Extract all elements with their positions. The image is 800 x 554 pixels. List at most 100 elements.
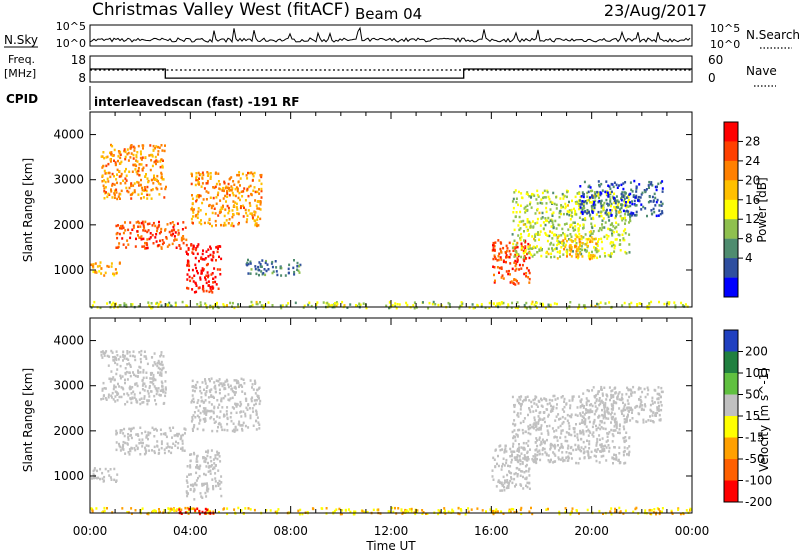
power-cell	[149, 232, 152, 235]
velocity-cell	[656, 392, 659, 396]
power-cell	[223, 189, 225, 193]
power-cell	[615, 213, 618, 216]
velocity-cell	[152, 364, 155, 367]
power-cell	[139, 150, 142, 153]
power-cell	[607, 215, 610, 219]
velocity-cell	[155, 402, 158, 406]
power-cell	[152, 148, 155, 152]
velocity-cell	[491, 475, 494, 478]
power-cell	[252, 174, 255, 178]
power-cell	[243, 206, 245, 209]
velocity-cell	[685, 509, 688, 512]
velocity-colorbar-swatch	[724, 459, 738, 481]
velocity-cell	[254, 382, 257, 385]
power-cell	[650, 300, 653, 304]
power-cell	[249, 272, 252, 275]
power-cell	[633, 199, 636, 203]
power-cell	[249, 204, 252, 207]
velocity-cell	[206, 451, 209, 454]
power-cell	[231, 209, 234, 212]
power-cell	[530, 194, 533, 198]
power-cell	[528, 281, 531, 284]
power-colorbar-tick-label: 4	[745, 251, 753, 265]
power-cell	[560, 206, 563, 209]
power-cell	[505, 249, 508, 253]
velocity-cell	[524, 398, 527, 402]
power-cell	[136, 151, 139, 154]
velocity-cell	[165, 435, 168, 439]
power-cell	[562, 244, 565, 247]
power-cell	[362, 302, 365, 305]
velocity-cell	[608, 450, 611, 453]
power-cell	[130, 152, 133, 155]
velocity-cell	[583, 405, 585, 408]
power-cell	[625, 252, 628, 255]
power-cell	[564, 243, 567, 247]
velocity-colorbar-tick-label: -100	[745, 474, 772, 488]
velocity-cell	[555, 406, 558, 410]
power-cell	[551, 249, 554, 252]
velocity-cell	[241, 424, 244, 427]
power-cell	[170, 304, 173, 308]
power-cell	[532, 225, 535, 228]
power-cell	[123, 148, 126, 151]
power-cell	[639, 196, 642, 199]
power-cell	[143, 226, 146, 230]
velocity-cell	[582, 392, 585, 395]
velocity-cell	[532, 458, 535, 462]
velocity-cell	[180, 447, 182, 450]
velocity-cell	[579, 412, 582, 415]
velocity-cell	[568, 424, 571, 428]
power-cell	[507, 305, 510, 308]
velocity-cell	[460, 509, 463, 512]
velocity-cell	[546, 429, 549, 432]
velocity-cell	[206, 409, 209, 412]
velocity-cell	[120, 429, 123, 432]
power-cell	[207, 255, 210, 258]
power-cell	[127, 243, 130, 246]
velocity-cell	[209, 417, 212, 420]
velocity-cell	[210, 394, 213, 397]
velocity-cell	[126, 363, 129, 366]
power-cell	[156, 187, 159, 191]
velocity-cell	[134, 374, 137, 378]
velocity-cell	[171, 436, 173, 439]
velocity-cell	[191, 483, 194, 486]
power-cell	[516, 257, 519, 260]
velocity-cell	[203, 412, 206, 415]
power-cell	[157, 150, 160, 153]
power-cell	[142, 225, 145, 228]
power-cell	[604, 190, 607, 194]
velocity-cell	[209, 469, 212, 472]
power-cell	[628, 251, 631, 254]
velocity-cell	[408, 508, 411, 511]
power-cell	[145, 164, 148, 167]
power-cell	[645, 188, 648, 191]
velocity-cell	[620, 409, 623, 413]
velocity-cell	[518, 443, 520, 446]
velocity-cell	[113, 384, 116, 387]
velocity-cell	[536, 439, 538, 442]
power-cell	[359, 303, 362, 306]
velocity-cell	[188, 473, 190, 476]
power-cell	[656, 198, 659, 202]
power-cell	[132, 153, 135, 157]
power-cell	[299, 263, 302, 267]
power-cell	[550, 225, 553, 228]
power-cell	[505, 270, 508, 273]
power-cell	[307, 303, 310, 307]
velocity-cell	[113, 386, 116, 389]
power-cell	[618, 211, 621, 214]
power-cell	[552, 191, 555, 195]
power-cell	[584, 306, 587, 310]
velocity-cell	[508, 471, 511, 474]
velocity-cell	[567, 444, 570, 447]
velocity-cell	[498, 445, 501, 448]
velocity-cell	[579, 429, 582, 433]
velocity-cell	[503, 481, 506, 485]
power-colorbar-swatch	[724, 122, 738, 142]
velocity-cell	[552, 444, 555, 448]
velocity-cell	[210, 388, 213, 391]
power-cell	[134, 168, 137, 171]
velocity-cell	[517, 450, 520, 453]
